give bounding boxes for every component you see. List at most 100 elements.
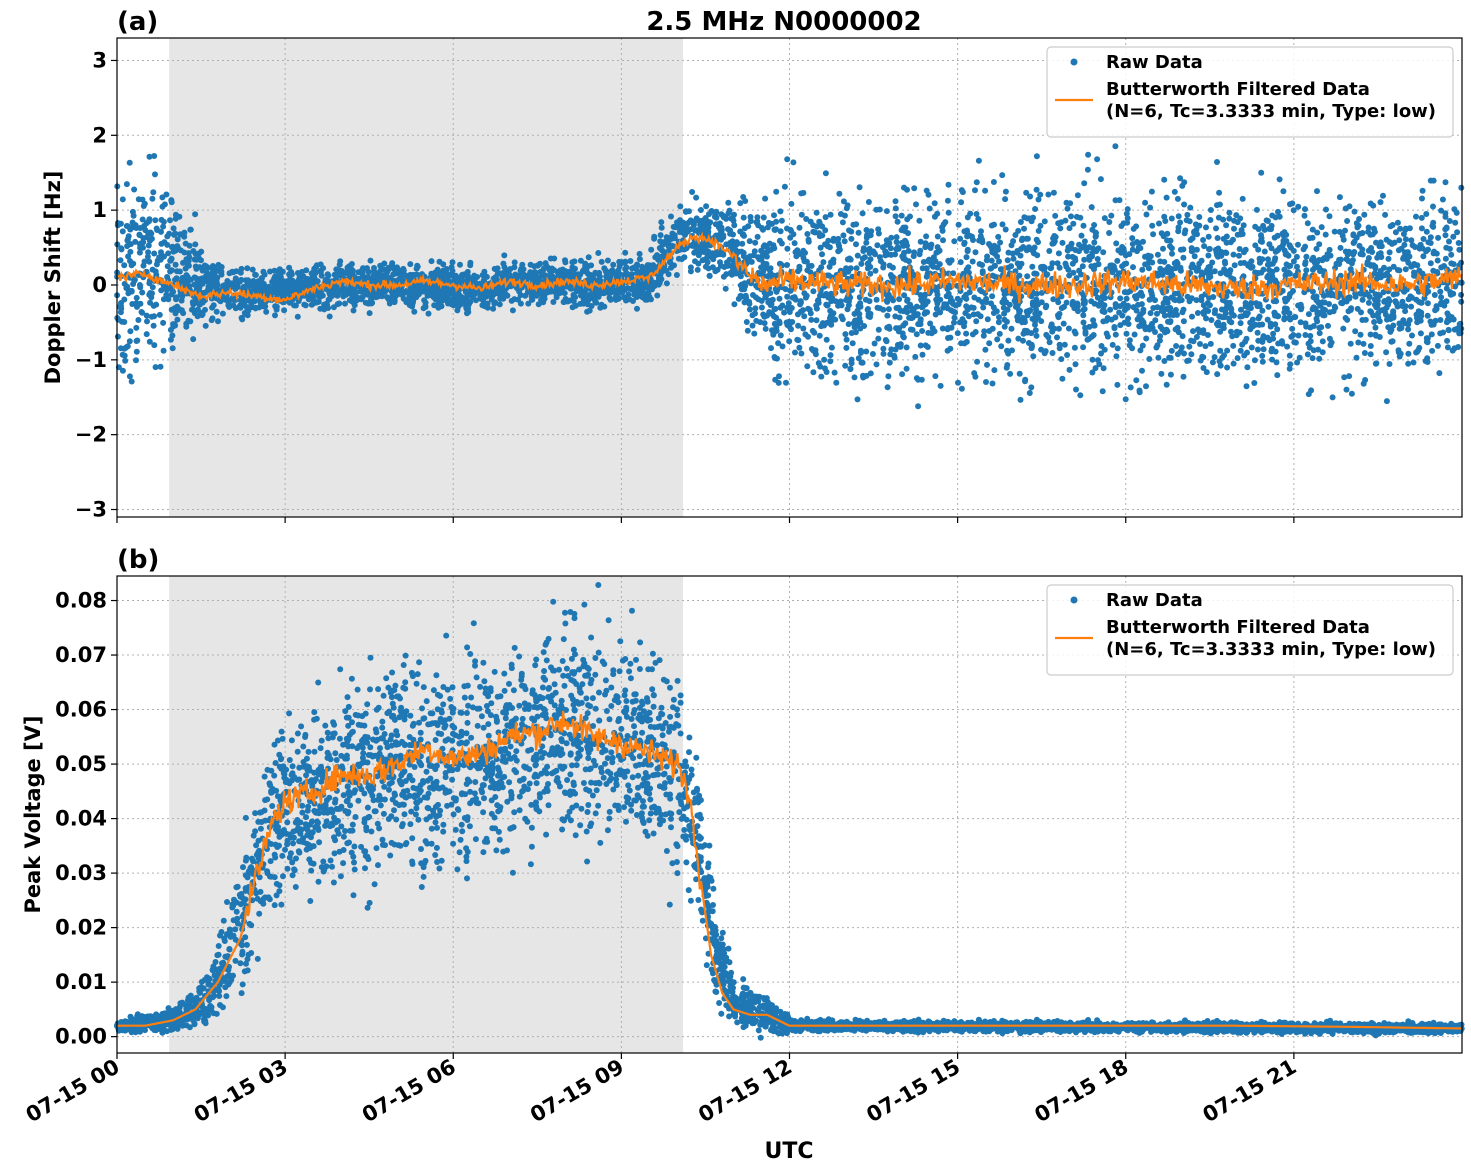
raw-data-point: [1046, 248, 1053, 254]
raw-data-point: [349, 267, 356, 274]
raw-data-point: [1223, 293, 1230, 300]
raw-data-point: [1147, 253, 1154, 260]
raw-data-point: [866, 250, 873, 257]
raw-data-point: [760, 268, 767, 275]
raw-data-point: [157, 363, 164, 370]
raw-data-point: [187, 226, 194, 233]
raw-data-point: [1370, 202, 1377, 209]
raw-data-point: [742, 292, 749, 299]
raw-data-point: [1359, 251, 1366, 258]
raw-data-point: [717, 262, 724, 269]
raw-data-point: [1188, 337, 1195, 344]
raw-data-point: [903, 365, 910, 372]
raw-data-point: [1399, 298, 1406, 305]
raw-data-point: [1260, 346, 1267, 353]
raw-data-point: [1122, 252, 1129, 259]
raw-data-point: [1412, 244, 1418, 250]
raw-data-point: [1388, 338, 1395, 345]
raw-data-point: [145, 242, 152, 249]
raw-data-point: [1088, 298, 1095, 305]
raw-data-point: [1414, 262, 1421, 269]
raw-data-point: [679, 229, 686, 236]
raw-data-point: [1348, 305, 1355, 312]
raw-data-point: [752, 305, 759, 312]
raw-data-point: [144, 234, 150, 241]
raw-data-point: [190, 248, 197, 254]
raw-data-point: [1066, 366, 1073, 373]
raw-data-point: [430, 273, 437, 280]
raw-data-point: [1371, 301, 1378, 308]
raw-data-point: [166, 230, 173, 237]
raw-data-point: [666, 259, 673, 266]
raw-data-point: [1187, 237, 1194, 243]
raw-data-point: [1259, 307, 1266, 314]
raw-data-point: [1089, 356, 1096, 363]
raw-data-point: [342, 300, 348, 307]
raw-data-point: [194, 313, 201, 320]
raw-data-point: [919, 328, 926, 334]
raw-data-point: [804, 363, 811, 370]
raw-data-point: [133, 294, 140, 301]
raw-data-point: [179, 293, 186, 300]
raw-data-point: [1283, 261, 1290, 268]
raw-data-point: [528, 296, 535, 303]
raw-data-point: [1423, 228, 1430, 235]
raw-data-point: [281, 307, 288, 314]
raw-data-point: [1430, 267, 1437, 274]
raw-data-point: [1367, 262, 1374, 268]
raw-data-point: [1067, 200, 1074, 207]
raw-data-point: [859, 210, 866, 217]
raw-data-point: [905, 248, 912, 254]
raw-data-point: [244, 265, 251, 272]
raw-data-point: [497, 270, 504, 277]
raw-data-point: [152, 217, 159, 224]
raw-data-point: [996, 330, 1003, 337]
raw-data-point: [734, 241, 741, 248]
raw-data-point: [848, 228, 855, 235]
raw-data-point: [246, 281, 253, 288]
raw-data-point: [1221, 314, 1228, 321]
raw-data-point: [983, 379, 989, 385]
raw-data-point: [889, 264, 896, 271]
raw-data-point: [752, 294, 759, 301]
raw-data-point: [202, 306, 208, 313]
raw-data-point: [1355, 339, 1362, 346]
raw-data-point: [358, 267, 365, 274]
raw-data-point: [836, 190, 843, 197]
raw-data-point: [964, 248, 971, 255]
raw-data-point: [1048, 323, 1054, 330]
raw-data-point: [1139, 292, 1146, 299]
raw-data-point: [1079, 263, 1086, 270]
raw-data-point: [1351, 238, 1358, 245]
raw-data-point: [771, 320, 778, 327]
raw-data-point: [1190, 328, 1196, 335]
raw-data-point: [1392, 229, 1399, 236]
raw-data-point: [411, 308, 418, 315]
raw-data-point: [1054, 260, 1061, 267]
raw-data-point: [919, 351, 926, 358]
raw-data-point: [152, 268, 159, 275]
raw-data-point: [788, 305, 795, 311]
raw-data-point: [1337, 244, 1344, 251]
raw-data-point: [965, 313, 972, 320]
raw-data-point: [1304, 351, 1311, 358]
raw-data-point: [158, 216, 165, 223]
raw-data-point: [1091, 222, 1098, 228]
raw-data-point: [963, 303, 970, 310]
raw-data-point: [1123, 330, 1130, 337]
raw-data-point: [1444, 344, 1451, 351]
raw-data-point: [1082, 328, 1089, 335]
raw-data-point: [1205, 264, 1212, 271]
raw-data-point: [776, 373, 782, 380]
raw-data-point: [168, 267, 175, 274]
raw-data-point: [1002, 196, 1009, 203]
raw-data-point: [1453, 209, 1460, 216]
raw-data-point: [875, 326, 882, 333]
raw-data-point: [1136, 323, 1143, 330]
raw-data-point: [507, 266, 514, 272]
raw-data-point: [128, 378, 135, 385]
raw-data-point: [1230, 236, 1236, 243]
raw-data-point: [1143, 383, 1149, 390]
raw-data-point: [1458, 291, 1465, 298]
